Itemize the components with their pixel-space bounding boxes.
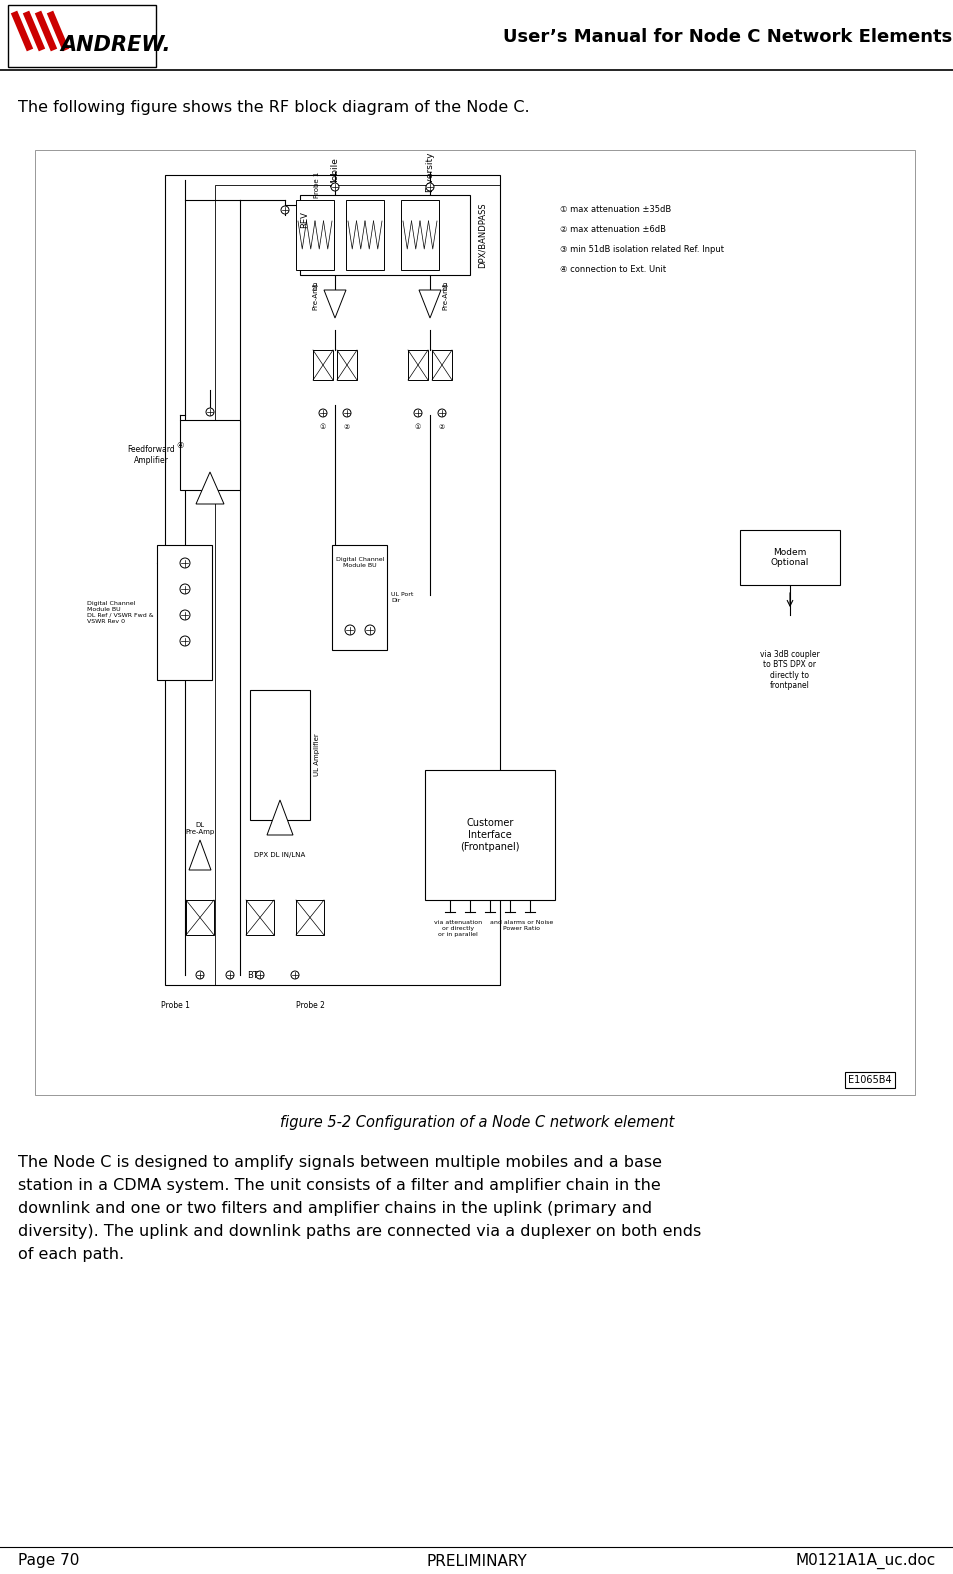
Text: Probe 1: Probe 1 (160, 1001, 190, 1009)
Text: Mobile: Mobile (330, 157, 339, 187)
Text: Probe 2: Probe 2 (295, 1001, 324, 1009)
Text: UL: UL (312, 280, 317, 290)
Bar (246, 900, 274, 935)
Text: DPX DL IN/LNA: DPX DL IN/LNA (254, 852, 305, 858)
Text: Probe 1: Probe 1 (314, 172, 319, 198)
Bar (424, 770, 555, 900)
Text: and alarms or Noise
Power Ratio: and alarms or Noise Power Ratio (490, 919, 553, 930)
Text: downlink and one or two filters and amplifier chains in the uplink (primary and: downlink and one or two filters and ampl… (18, 1201, 652, 1217)
Text: ④: ④ (176, 441, 184, 450)
Text: Feedforward
Amplifier: Feedforward Amplifier (127, 445, 174, 464)
Text: UL: UL (441, 280, 448, 290)
Bar (408, 349, 428, 379)
Text: UL Amplifier: UL Amplifier (314, 733, 319, 776)
Bar (299, 195, 470, 275)
Circle shape (195, 971, 204, 979)
Text: ①: ① (319, 423, 326, 430)
Text: Pre-Amp: Pre-Amp (312, 280, 317, 310)
Circle shape (331, 183, 338, 190)
Circle shape (180, 611, 190, 620)
Text: Page 70: Page 70 (18, 1554, 79, 1569)
Bar (346, 200, 384, 271)
Circle shape (255, 971, 264, 979)
Text: via attenuation
or directly
or in parallel: via attenuation or directly or in parall… (434, 919, 481, 937)
Circle shape (281, 206, 289, 214)
Bar (333, 545, 387, 650)
Text: The Node C is designed to amplify signals between multiple mobiles and a base: The Node C is designed to amplify signal… (18, 1155, 661, 1169)
Text: UL Port
Dir: UL Port Dir (391, 592, 414, 603)
Bar (165, 175, 499, 985)
Circle shape (291, 971, 298, 979)
Text: ① max attenuation ±35dB: ① max attenuation ±35dB (559, 206, 671, 214)
Text: ④ connection to Ext. Unit: ④ connection to Ext. Unit (559, 266, 665, 274)
Circle shape (180, 584, 190, 593)
Text: ③ min 51dB isolation related Ref. Input: ③ min 51dB isolation related Ref. Input (559, 246, 723, 255)
Text: Modem
Optional: Modem Optional (770, 548, 808, 567)
Bar (186, 900, 213, 935)
Text: Digital Channel
Module BU: Digital Channel Module BU (335, 557, 384, 568)
Text: Digital Channel
Module BU
DL Ref / VSWR Fwd &
VSWR Rev 0: Digital Channel Module BU DL Ref / VSWR … (87, 601, 153, 623)
Bar (35, 150, 914, 1096)
Circle shape (318, 409, 327, 417)
Text: diversity). The uplink and downlink paths are connected via a duplexer on both e: diversity). The uplink and downlink path… (18, 1225, 700, 1239)
Polygon shape (267, 800, 293, 834)
Polygon shape (418, 290, 440, 318)
Text: BTS: BTS (247, 971, 263, 979)
Circle shape (414, 409, 421, 417)
Bar (336, 349, 356, 379)
Text: via 3dB coupler
to BTS DPX or
directly to
frontpanel: via 3dB coupler to BTS DPX or directly t… (760, 650, 819, 691)
Polygon shape (324, 290, 346, 318)
Bar (400, 200, 438, 271)
Circle shape (365, 625, 375, 634)
Text: The following figure shows the RF block diagram of the Node C.: The following figure shows the RF block … (18, 101, 529, 115)
Bar (214, 186, 499, 985)
Text: ② max attenuation ±6dB: ② max attenuation ±6dB (559, 225, 665, 235)
Text: Diversity: Diversity (425, 151, 434, 192)
Text: Pre-Amp: Pre-Amp (441, 280, 448, 310)
Circle shape (226, 971, 233, 979)
Text: DL
Pre-Amp: DL Pre-Amp (185, 822, 214, 834)
Circle shape (345, 625, 355, 634)
Text: REV: REV (300, 211, 309, 228)
Bar (295, 900, 324, 935)
Bar (295, 200, 334, 271)
Circle shape (437, 409, 446, 417)
Bar (157, 545, 213, 680)
Bar (313, 349, 333, 379)
Bar (180, 420, 240, 490)
Text: figure 5-2 Configuration of a Node C network element: figure 5-2 Configuration of a Node C net… (279, 1114, 674, 1130)
Text: ②: ② (438, 423, 445, 430)
Bar (740, 530, 840, 586)
Text: of each path.: of each path. (18, 1247, 124, 1262)
Bar (250, 689, 310, 820)
Text: ①: ① (415, 423, 420, 430)
Polygon shape (195, 472, 224, 504)
Text: ②: ② (343, 423, 350, 430)
Text: User’s Manual for Node C Network Elements: User’s Manual for Node C Network Element… (502, 28, 951, 46)
Text: station in a CDMA system. The unit consists of a filter and amplifier chain in t: station in a CDMA system. The unit consi… (18, 1177, 660, 1193)
Circle shape (180, 636, 190, 645)
Text: Customer
Interface
(Frontpanel): Customer Interface (Frontpanel) (459, 818, 519, 852)
Polygon shape (189, 841, 211, 870)
Circle shape (206, 408, 213, 416)
Text: ANDREW.: ANDREW. (60, 35, 171, 55)
Text: E1065B4: E1065B4 (847, 1075, 891, 1084)
Text: PRELIMINARY: PRELIMINARY (426, 1554, 527, 1569)
Text: M0121A1A_uc.doc: M0121A1A_uc.doc (795, 1554, 935, 1569)
Circle shape (180, 559, 190, 568)
Bar (432, 349, 452, 379)
Circle shape (426, 183, 434, 190)
Bar (8, 5, 156, 68)
Circle shape (343, 409, 351, 417)
Text: DPX/BANDPASS: DPX/BANDPASS (477, 201, 486, 268)
